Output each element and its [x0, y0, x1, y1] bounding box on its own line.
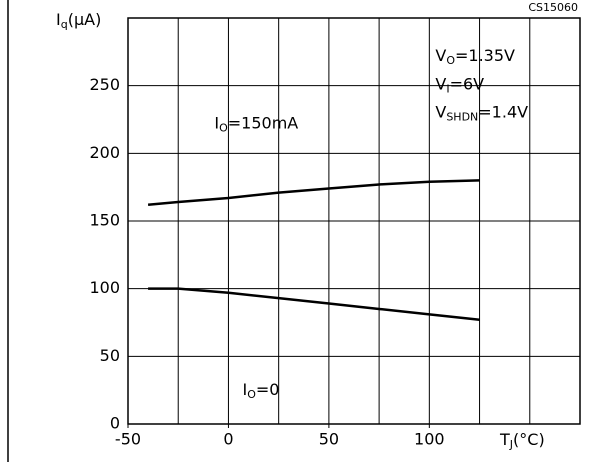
y-axis-label-suffix: (μA): [68, 10, 102, 29]
annotation-main: I: [214, 113, 219, 132]
annotation: IO=150mA: [214, 113, 298, 135]
y-tick-label: 100: [89, 278, 120, 297]
y-axis-label: Iq(μA): [56, 10, 101, 32]
x-tick-label: -50: [115, 430, 141, 449]
annotation-suffix: =6V: [450, 74, 485, 93]
annotation: VSHDN=1.4V: [435, 102, 528, 124]
annotation-sub: O: [219, 122, 228, 135]
y-tick-label: 200: [89, 143, 120, 162]
y-axis-label-main: I: [56, 10, 61, 29]
annotation: VI=6V: [435, 74, 484, 96]
x-tick-label: 50: [319, 430, 339, 449]
annotation-sub: O: [247, 388, 256, 401]
annotation-suffix: =1.35V: [455, 45, 515, 64]
annotation-suffix: =0: [256, 380, 280, 399]
annotation-sub: SHDN: [446, 111, 478, 124]
annotation-main: V: [435, 102, 446, 121]
y-tick-label: 150: [89, 211, 120, 230]
x-axis-label-sub: J: [509, 438, 513, 451]
annotation-main: V: [435, 45, 446, 64]
annotation-sub: I: [446, 82, 449, 95]
annotation-main: V: [435, 74, 446, 93]
annotation-suffix: =1.4V: [478, 102, 528, 121]
data-line: [148, 287, 480, 322]
x-tick-label: 100: [414, 430, 445, 449]
y-tick-label: 0: [110, 414, 120, 433]
annotation-main: I: [243, 380, 248, 399]
annotation: VO=1.35V: [435, 45, 515, 67]
annotation-suffix: =150mA: [228, 113, 299, 132]
y-tick-label: 250: [89, 75, 120, 94]
y-axis-label-sub: q: [61, 18, 68, 31]
chart-code: CS15060: [528, 1, 578, 14]
y-tick-label: 50: [100, 346, 120, 365]
x-tick-label: 0: [223, 430, 233, 449]
data-line: [147, 179, 480, 207]
x-axis-label: TJ(°C): [499, 430, 545, 452]
annotation: IO=0: [243, 380, 280, 402]
x-axis-label-main: T: [499, 430, 510, 449]
x-axis-label-suffix: (°C): [513, 430, 545, 449]
annotation-sub: O: [446, 54, 455, 67]
